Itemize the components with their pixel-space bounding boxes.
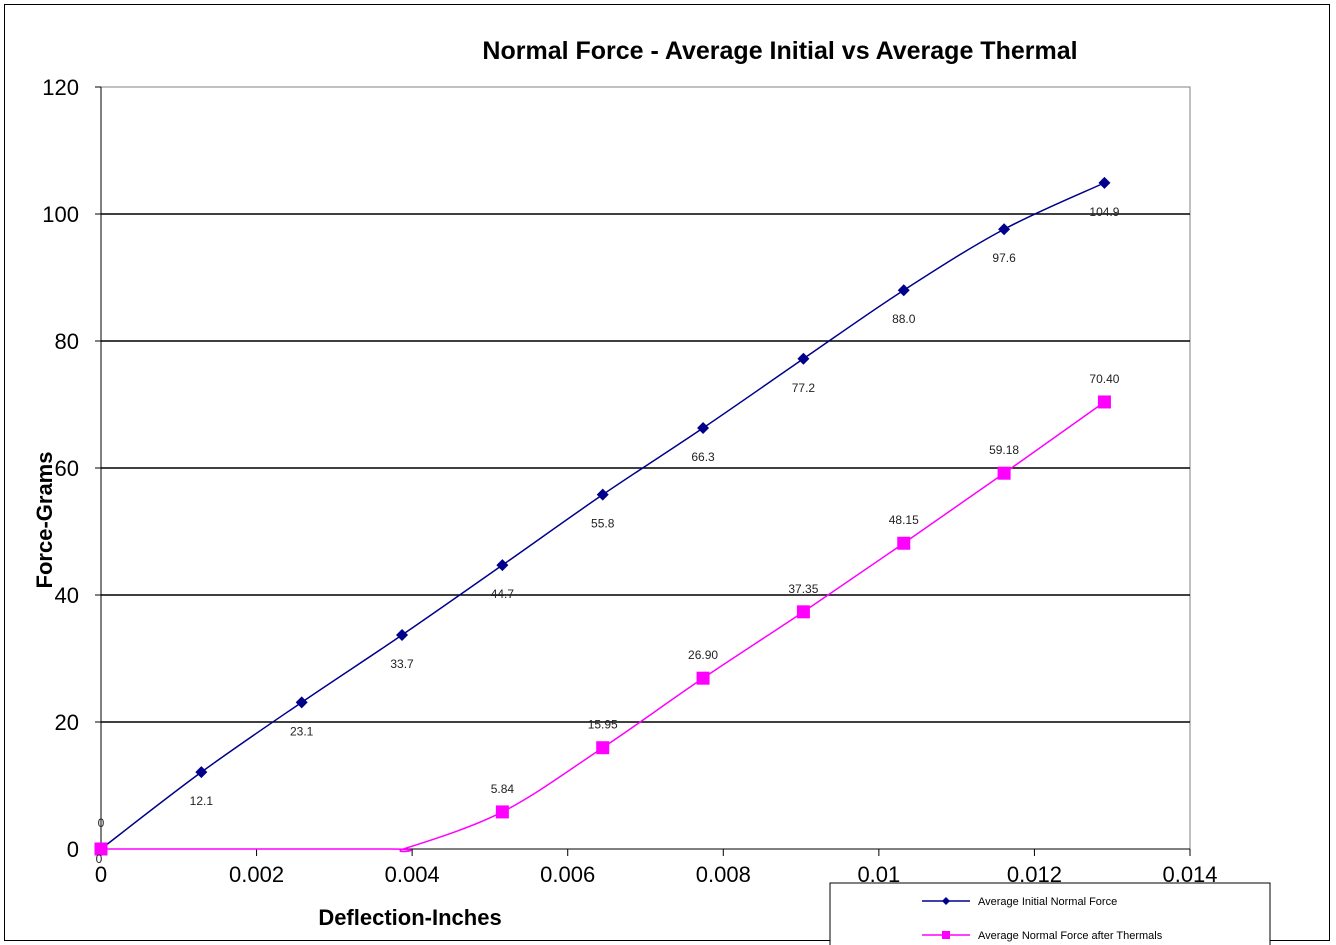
- data-point: [195, 766, 208, 779]
- data-point: [997, 466, 1011, 480]
- chart-title: Normal Force - Average Initial vs Averag…: [482, 37, 1077, 65]
- y-tick-label: 40: [55, 583, 79, 608]
- data-label: 37.35: [788, 582, 818, 596]
- data-point: [496, 559, 509, 572]
- series-line: [100, 401, 1105, 853]
- data-label: 104.9: [1089, 205, 1119, 219]
- series-2: 0 5.84 15.95 26.90 37.35 48.15 59.18 70.40: [94, 372, 1120, 866]
- x-tick-label: 0.008: [696, 862, 751, 887]
- data-label: 59.18: [989, 443, 1019, 457]
- data-label: 77.2: [792, 381, 816, 395]
- data-point: [94, 842, 108, 856]
- data-point: [596, 741, 610, 755]
- chart-frame: [4, 4, 1330, 941]
- data-label: 48.15: [889, 513, 919, 527]
- data-label: 12.1: [190, 794, 214, 808]
- legend-label: Average Initial Normal Force: [978, 896, 1117, 908]
- data-point: [295, 696, 308, 709]
- data-point: [396, 629, 409, 642]
- x-tick-label: 0: [95, 862, 107, 887]
- data-label: 15.95: [588, 718, 618, 732]
- y-tick-label: 60: [55, 456, 79, 481]
- data-point: [796, 605, 810, 619]
- y-tick-label: 20: [55, 710, 79, 735]
- data-point: [897, 536, 911, 550]
- x-tick-label: 0.002: [229, 862, 284, 887]
- data-label: 70.40: [1089, 372, 1119, 386]
- data-label: 97.6: [992, 251, 1016, 265]
- data-label: 0: [96, 852, 103, 866]
- y-axis-title: Force-Grams: [32, 452, 57, 589]
- legend: Average Initial Normal Force Average Norm…: [829, 882, 1271, 945]
- data-label: 88.0: [892, 312, 916, 326]
- x-tick-label: 0.004: [385, 862, 440, 887]
- legend-label: Average Normal Force after Thermals: [978, 930, 1163, 942]
- grid-layer: [100, 86, 1191, 850]
- series-1: 0 12.1 23.1 33.7 44.7 55.8 66.3 77.2 88.0 97.6 104…: [95, 176, 1120, 855]
- y-tick-label: 100: [42, 202, 79, 227]
- data-label: 5.84: [491, 782, 515, 796]
- legend-item: Average Normal Force after Thermals: [922, 930, 1163, 942]
- data-label: 0: [98, 816, 105, 830]
- x-axis-title: Deflection-Inches: [318, 905, 501, 930]
- x-tick-label: 0.006: [540, 862, 595, 887]
- data-label: 33.7: [390, 657, 414, 671]
- legend-box: [829, 882, 1271, 945]
- data-label: 44.7: [491, 587, 515, 601]
- y-tick-label: 0: [67, 837, 79, 862]
- data-point: [696, 671, 710, 685]
- data-point: [697, 421, 710, 434]
- data-point: [998, 223, 1011, 236]
- data-label: 66.3: [691, 450, 715, 464]
- data-point: [1097, 395, 1111, 409]
- data-point: [797, 352, 810, 365]
- series-layer: 0 12.1 23.1 33.7 44.7 55.8 66.3 77.2 88.0 97.6 104…: [94, 176, 1120, 866]
- y-tick-label: 120: [42, 75, 79, 100]
- legend-marker: [942, 931, 950, 939]
- data-point: [495, 805, 509, 819]
- data-label: 55.8: [591, 517, 615, 531]
- data-point: [897, 284, 910, 297]
- data-point: [1098, 176, 1111, 189]
- data-label: 23.1: [290, 724, 314, 738]
- data-point: [596, 488, 609, 501]
- data-label: 26.90: [688, 648, 718, 662]
- legend-marker: [942, 897, 950, 905]
- y-tick-label: 80: [55, 329, 79, 354]
- legend-item: Average Initial Normal Force: [922, 896, 1117, 908]
